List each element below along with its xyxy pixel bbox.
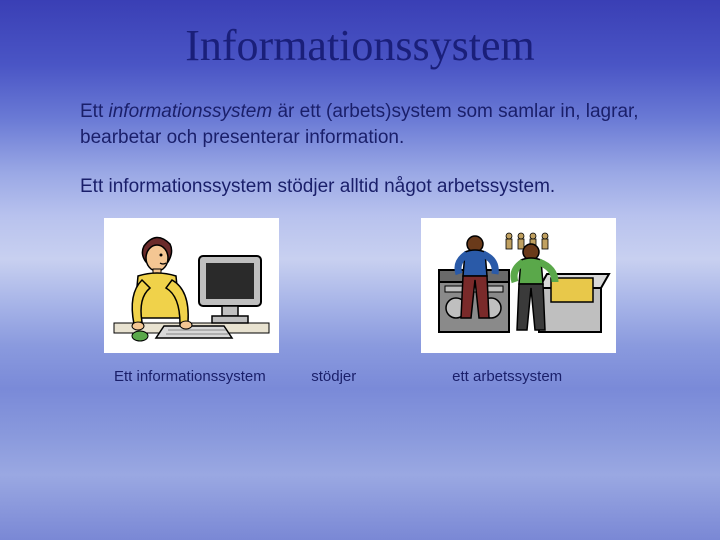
slide-body: Ett informationssystem är ett (arbets)sy… [60, 99, 660, 387]
para1-italic: informationssystem [109, 101, 273, 122]
caption-2: stödjer [311, 367, 452, 387]
slide: Informationssystem Ett informationssyste… [0, 0, 720, 540]
para1-prefix: Ett [80, 101, 109, 122]
clipart-person-at-computer [104, 218, 279, 353]
clipart-workers-at-machines [421, 218, 616, 353]
paragraph-2: Ett informationssystem stödjer alltid nå… [80, 174, 640, 200]
caption-1: Ett informationssystem [114, 367, 311, 387]
caption-3: ett arbetssystem [452, 367, 640, 387]
workers-machines-icon [421, 218, 616, 353]
captions-row: Ett informationssystem stödjer ett arbet… [80, 367, 640, 387]
images-row [80, 218, 640, 353]
paragraph-1: Ett informationssystem är ett (arbets)sy… [80, 99, 640, 150]
person-computer-icon [104, 218, 279, 353]
slide-title: Informationssystem [60, 20, 660, 71]
